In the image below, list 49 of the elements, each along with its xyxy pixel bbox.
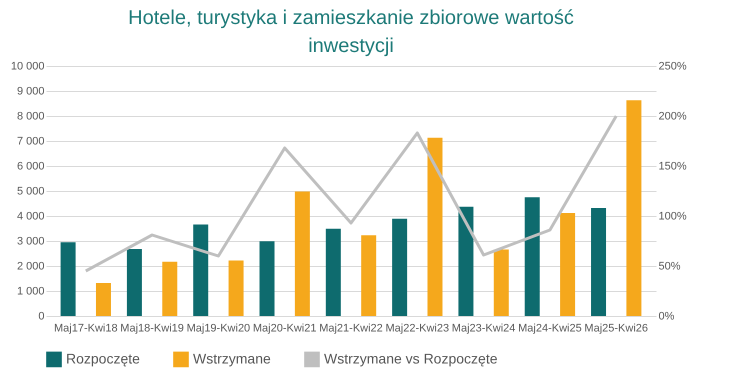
y-tick-label: 8 000 [16, 110, 44, 122]
legend-label: Rozpoczęte [66, 350, 140, 366]
y2-tick-label: 250% [658, 60, 687, 72]
y2-tick-label: 0% [658, 310, 675, 322]
y-tick-label: 7 000 [16, 136, 44, 148]
y-tick-label: 5 000 [16, 186, 44, 198]
bar [228, 260, 244, 316]
x-tick-label: Maj25-Kwi26 [584, 322, 648, 334]
y2-tick-label: 200% [658, 110, 687, 122]
y-tick-label: 6 000 [16, 160, 44, 172]
bar [560, 213, 576, 316]
y2-tick-label: 150% [658, 160, 687, 172]
y-tick-label: 4 000 [16, 210, 44, 222]
bar [96, 283, 111, 316]
x-tick-label: Maj19-Kwi20 [186, 322, 250, 334]
y-tick-label: 10 000 [10, 60, 44, 72]
y-tick-label: 2 000 [16, 260, 44, 272]
bar [260, 241, 275, 316]
bar [494, 250, 509, 316]
bar [392, 218, 408, 316]
bar [193, 224, 208, 316]
x-tick-label: Maj20-Kwi21 [252, 322, 316, 334]
bar [126, 249, 142, 316]
bar [427, 138, 442, 316]
x-tick-label: Maj24-Kwi25 [518, 322, 582, 334]
x-tick-label: Maj18-Kwi19 [120, 322, 184, 334]
line-series [84, 114, 618, 272]
bar [60, 242, 76, 316]
y2-tick-label: 50% [658, 260, 681, 272]
bar [361, 235, 376, 316]
bar [458, 206, 474, 316]
bar [626, 100, 642, 316]
legend-label: Wstrzymane vs Rozpoczęte [324, 350, 498, 366]
y-tick-label: 0 [38, 310, 44, 322]
y2-tick-label: 100% [658, 210, 687, 222]
x-tick-label: Maj21-Kwi22 [319, 322, 383, 334]
bar [294, 192, 310, 316]
y-tick-label: 1 000 [16, 286, 44, 298]
legend-label: Wstrzymane [193, 350, 271, 366]
bar [591, 208, 606, 316]
x-tick-label: Maj22-Kwi23 [386, 322, 450, 334]
bar [326, 228, 341, 316]
y-tick-label: 9 000 [16, 86, 44, 98]
x-tick-label: Maj23-Kwi24 [452, 322, 516, 334]
x-tick-label: Maj17-Kwi18 [54, 322, 118, 334]
bar [162, 262, 178, 316]
bar [524, 197, 540, 316]
y-tick-label: 3 000 [16, 236, 44, 248]
chart-title: Hotele, turystyka i zamieszkanie zbiorowe wartość inwestycji [128, 7, 574, 57]
